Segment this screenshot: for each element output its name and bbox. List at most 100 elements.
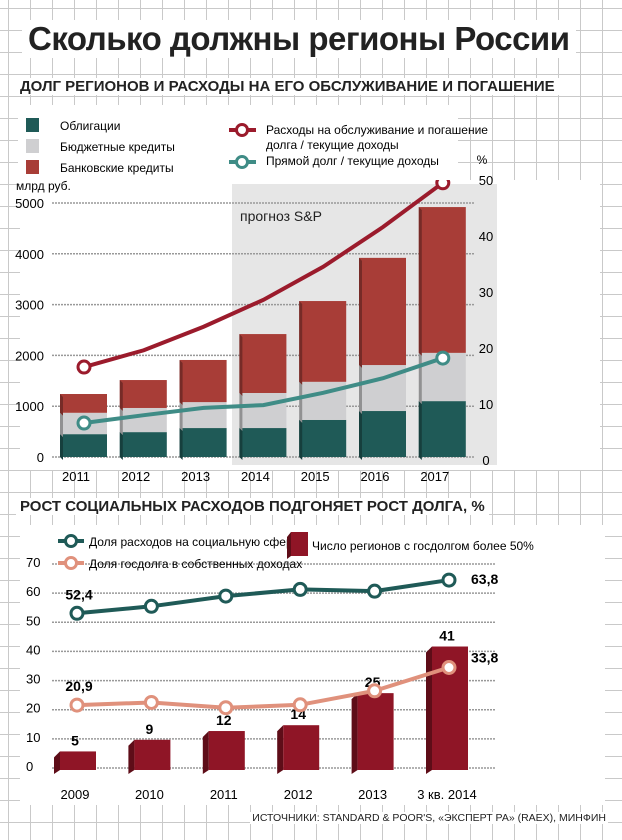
y-tick-label: 50 <box>26 613 40 628</box>
x-tick-label: 2011 <box>62 469 90 484</box>
bar-segment-side <box>119 432 123 460</box>
bar-segment-2 <box>179 359 227 403</box>
bar-segment-2 <box>60 394 107 413</box>
bar-label: 5 <box>71 732 79 748</box>
bar-segment-2 <box>119 380 167 408</box>
y-right-tick-label: 10 <box>479 397 493 412</box>
y-tick-label: 4000 <box>15 247 44 262</box>
page-title: Сколько должны регионы России <box>22 20 576 58</box>
bar-segment-side <box>239 392 243 432</box>
bar-segment-side <box>359 365 362 415</box>
y-right-tick-label: 30 <box>479 285 493 300</box>
x-tick-label: 2014 <box>241 469 270 484</box>
bar <box>60 751 96 770</box>
y-tick-label: 60 <box>26 584 40 599</box>
y-axis-label: млрд руб. <box>16 179 71 193</box>
x-tick-label: 2011 <box>210 787 238 802</box>
line-marker <box>367 583 383 599</box>
x-tick-label: 2009 <box>61 787 90 802</box>
y-right-tick-label: 0 <box>482 453 489 468</box>
x-tick-label: 2010 <box>135 787 164 802</box>
bar-side <box>426 646 432 774</box>
bar-segment-side <box>60 412 63 438</box>
bar-segment-2 <box>239 334 287 393</box>
legend-label: Прямой долг / текущие доходы <box>266 154 439 168</box>
line-marker <box>435 350 451 366</box>
bar-segment-side <box>299 381 303 423</box>
line-marker <box>69 605 85 621</box>
legend-swatch <box>26 118 39 132</box>
data-label: 33,8 <box>471 649 498 665</box>
x-tick-label: 2016 <box>361 469 390 484</box>
y-right-tick-label: 40 <box>479 229 493 244</box>
bar-segment-side <box>119 380 123 411</box>
y-right-axis-label: % <box>477 153 488 167</box>
chart2-title: РОСТ СОЦИАЛЬНЫХ РАСХОДОВ ПОДГОНЯЕТ РОСТ … <box>16 498 489 515</box>
y-tick-label: 5000 <box>15 196 44 211</box>
legend-label: Число регионов с госдолгом более 50% <box>312 539 534 553</box>
legend-label: Расходы на обслуживание и погашение <box>266 123 488 137</box>
y-tick-label: 1000 <box>15 399 44 414</box>
bar <box>357 693 394 770</box>
bar-segment-0 <box>119 432 167 457</box>
bar-segment-side <box>179 359 183 406</box>
line-marker <box>292 581 308 597</box>
y-right-tick-label: 20 <box>479 341 493 356</box>
legend-swatch <box>26 139 39 153</box>
x-tick-label: 2013 <box>181 469 210 484</box>
legend-marker <box>64 534 78 548</box>
y-right-tick-label: 50 <box>479 173 493 188</box>
line-marker <box>76 359 92 375</box>
data-label: 52,4 <box>65 586 92 602</box>
line-marker <box>218 588 234 604</box>
bar <box>283 725 320 770</box>
x-tick-label: 2015 <box>301 469 330 484</box>
bar-segment-0 <box>60 434 107 457</box>
legend-marker <box>235 155 249 169</box>
line-series-1 <box>76 665 450 710</box>
legend-bar-swatch <box>291 532 308 556</box>
legend-label: Доля расходов на социальную сферу <box>89 535 299 549</box>
x-tick-label: 2017 <box>420 469 449 484</box>
bar-segment-side <box>359 257 362 369</box>
bar-segment-0 <box>359 411 406 457</box>
bar-side <box>54 751 60 774</box>
x-tick-label: 3 кв. 2014 <box>417 787 477 802</box>
bar-segment-2 <box>299 301 347 382</box>
line-marker <box>441 572 457 588</box>
source-note: ИСТОЧНИКИ: STANDARD & POOR'S, «ЭКСПЕРТ Р… <box>250 812 608 824</box>
line-series-0 <box>76 578 450 616</box>
y-tick-label: 3000 <box>15 298 44 313</box>
line-series-4 <box>83 356 444 426</box>
legend-marker <box>235 123 249 137</box>
bar <box>134 739 171 770</box>
bar-segment-side <box>299 419 303 460</box>
bar-segment-side <box>418 207 422 356</box>
legend-marker <box>64 556 78 570</box>
bar-segment-side <box>359 411 362 460</box>
forecast-label: прогноз S&P <box>240 208 322 224</box>
line-marker <box>367 683 383 699</box>
legend-label: долга / текущие доходы <box>266 138 399 152</box>
bar-label: 12 <box>216 712 232 728</box>
bar-segment-0 <box>179 428 227 457</box>
line-marker <box>218 700 234 716</box>
y-tick-label: 0 <box>37 450 44 465</box>
bar-side <box>202 731 209 774</box>
bar-segment-side <box>60 434 63 460</box>
legend-label: Облигации <box>60 119 120 133</box>
legend-bar-side <box>287 532 291 559</box>
bar-segment-2 <box>418 207 466 353</box>
chart1-title: ДОЛГ РЕГИОНОВ И РАСХОДЫ НА ЕГО ОБСЛУЖИВА… <box>16 78 559 95</box>
y-tick-label: 10 <box>26 730 40 745</box>
x-tick-label: 2012 <box>284 787 313 802</box>
bar-segment-side <box>299 301 303 385</box>
bar-segment-0 <box>239 428 287 457</box>
y-tick-label: 70 <box>26 555 40 570</box>
bar-side <box>128 739 135 774</box>
bar-segment-side <box>179 428 183 460</box>
legend-label: Бюджетные кредиты <box>60 140 175 154</box>
line-marker <box>441 659 457 675</box>
